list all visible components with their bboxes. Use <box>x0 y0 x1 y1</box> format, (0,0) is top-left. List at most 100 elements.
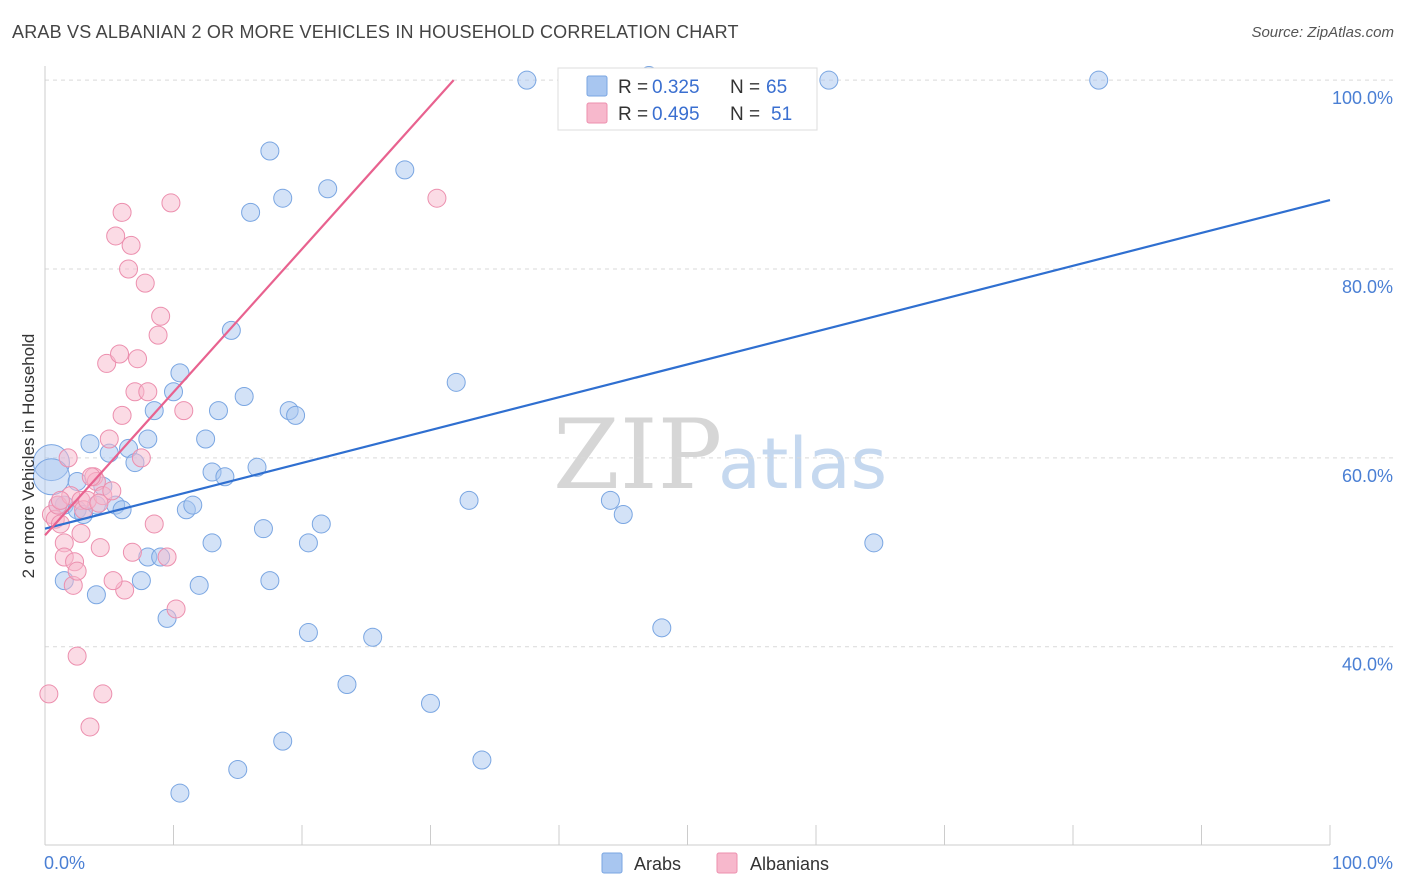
arabs-point <box>247 457 267 477</box>
albanians-point <box>58 448 78 468</box>
arabs-point <box>311 514 331 534</box>
albanians-point <box>39 684 59 704</box>
source-label: Source: ZipAtlas.com <box>1251 24 1394 41</box>
arabs-point <box>273 731 293 751</box>
y-tick-label: 100.0% <box>1332 88 1393 108</box>
bottom-legend-swatch-albanians <box>716 852 738 874</box>
bottom-legend: Arabs Albanians <box>601 852 829 874</box>
albanians-point <box>151 306 171 326</box>
arabs-point <box>228 759 248 779</box>
legend-r-label-albanians: R = <box>618 104 648 125</box>
albanians-point <box>427 188 447 208</box>
arabs-point <box>189 575 209 595</box>
y-tick-label: 80.0% <box>1342 277 1393 297</box>
albanians-point <box>131 448 151 468</box>
legend-r-value-arabs: 0.325 <box>652 77 700 98</box>
albanians-point <box>112 405 132 425</box>
arabs-point <box>600 490 620 510</box>
arabs-point <box>819 70 839 90</box>
arabs-point <box>613 505 633 525</box>
y-axis-title: 2 or more Vehicles in Household <box>19 334 38 579</box>
arabs-point <box>170 783 190 803</box>
arabs-point <box>241 202 261 222</box>
albanians-point <box>121 235 141 255</box>
legend: R = 0.325 N = 65 R = 0.495 N = 51 <box>557 67 818 131</box>
bottom-legend-label-albanians: Albanians <box>750 854 829 874</box>
arabs-point <box>170 363 190 383</box>
y-tick-label: 40.0% <box>1342 655 1393 675</box>
albanians-point <box>80 717 100 737</box>
albanians-point <box>97 353 117 373</box>
albanians-point <box>135 273 155 293</box>
legend-n-value-arabs: 65 <box>766 77 787 98</box>
watermark-zip: ZIP <box>553 399 722 511</box>
albanians-point <box>138 382 158 402</box>
legend-n-label-albanians: N = <box>730 104 760 125</box>
arabs-point <box>196 429 216 449</box>
arabs-point <box>260 571 280 591</box>
watermark-atlas: atlas <box>718 423 887 505</box>
arabs-point <box>260 141 280 161</box>
arabs-point <box>318 179 338 199</box>
arabs-point <box>253 519 273 539</box>
albanians-point <box>166 599 186 619</box>
albanians-point <box>99 429 119 449</box>
albanians-point <box>106 226 126 246</box>
albanians-point <box>50 490 70 510</box>
arabs-point <box>421 693 440 713</box>
legend-n-label-arabs: N = <box>730 77 760 98</box>
arabs-point <box>131 571 151 591</box>
albanians-point <box>71 523 91 543</box>
arabs-point <box>202 533 222 553</box>
chart-title: ARAB VS ALBANIAN 2 OR MORE VEHICLES IN H… <box>12 22 739 42</box>
arabs-point <box>183 495 203 515</box>
arabs-point <box>273 188 293 208</box>
arabs-point <box>446 372 466 392</box>
albanians-point <box>93 684 113 704</box>
arabs-point <box>337 674 357 694</box>
arabs-point <box>298 533 318 553</box>
bottom-legend-label-arabs: Arabs <box>634 854 681 874</box>
albanians-point <box>110 344 130 364</box>
arabs-point <box>80 434 100 454</box>
x-tick-label-max: 100.0% <box>1332 853 1393 873</box>
gridlines <box>45 79 1393 648</box>
arabs-point <box>864 533 884 553</box>
albanians-point <box>67 646 87 666</box>
x-tick-label-min: 0.0% <box>44 853 85 873</box>
albanians-point <box>128 349 148 369</box>
arabs-point <box>652 618 672 638</box>
arabs-point <box>517 70 537 90</box>
arabs-point <box>298 623 318 643</box>
albanians-point <box>112 202 132 222</box>
arabs-point <box>395 160 415 180</box>
y-tick-label: 60.0% <box>1342 466 1393 486</box>
albanians-point <box>157 547 177 567</box>
albanians-point <box>103 571 123 591</box>
albanians-point <box>144 514 164 534</box>
arabs-point <box>144 401 164 421</box>
albanians-point <box>102 481 122 501</box>
albanians-point <box>67 561 87 581</box>
arabs-point <box>1089 70 1109 90</box>
albanians-point <box>161 193 181 213</box>
arabs-trend-line <box>44 199 1331 530</box>
data-points <box>32 65 1109 803</box>
arabs-point <box>363 627 383 647</box>
arabs-point <box>459 490 479 510</box>
albanians-point <box>90 538 110 558</box>
arabs-point <box>472 750 492 770</box>
legend-swatch-arabs <box>586 75 608 97</box>
albanians-point <box>122 542 142 562</box>
trend-lines <box>44 79 1331 537</box>
albanians-point <box>174 401 194 421</box>
albanians-point <box>81 467 101 487</box>
legend-n-value-albanians: 51 <box>771 104 792 125</box>
albanians-point <box>119 259 139 279</box>
axes: 40.0% 60.0% 80.0% 100.0% <box>44 66 1393 846</box>
albanians-point <box>148 325 168 345</box>
legend-swatch-albanians <box>586 102 608 124</box>
legend-r-value-albanians: 0.495 <box>652 104 700 125</box>
legend-r-label-arabs: R = <box>618 77 648 98</box>
